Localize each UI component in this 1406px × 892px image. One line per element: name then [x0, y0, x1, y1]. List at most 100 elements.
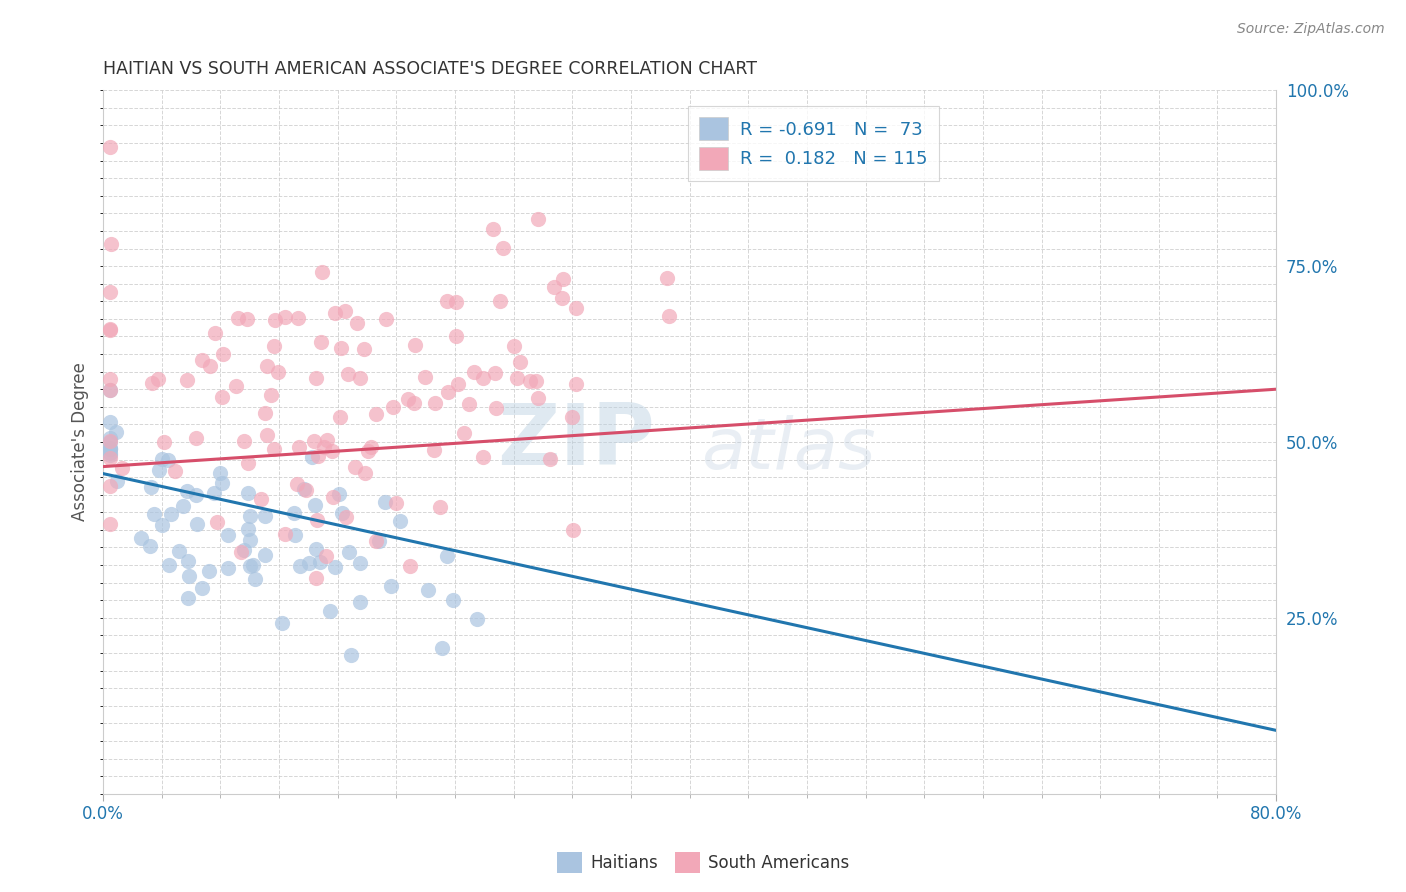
Point [360, 440, 382, 454]
Point [307, 449, 329, 463]
Point [160, 507, 183, 521]
Point [100, 434, 122, 448]
Point [437, 384, 460, 399]
Point [389, 514, 412, 528]
Point [288, 559, 311, 574]
Point [129, 531, 152, 545]
Point [658, 309, 681, 323]
Point [329, 341, 352, 355]
Point [292, 482, 315, 496]
Point [267, 366, 290, 380]
Point [335, 509, 357, 524]
Point [343, 460, 366, 475]
Point [232, 542, 254, 557]
Point [229, 545, 252, 559]
Point [226, 310, 249, 325]
Point [416, 582, 439, 597]
Point [444, 329, 467, 343]
Point [186, 516, 208, 531]
Point [264, 312, 287, 326]
Text: ZIP: ZIP [496, 401, 654, 483]
Point [104, 425, 127, 440]
Point [205, 515, 228, 529]
Point [100, 140, 122, 154]
Point [176, 483, 198, 498]
Point [375, 312, 398, 326]
Point [288, 440, 311, 454]
Point [311, 265, 333, 279]
Point [141, 376, 163, 390]
Point [396, 392, 419, 406]
Point [142, 507, 165, 521]
Point [337, 545, 360, 559]
Point [285, 476, 308, 491]
Point [340, 648, 363, 662]
Point [506, 371, 529, 385]
Point [283, 506, 305, 520]
Point [524, 375, 547, 389]
Point [526, 211, 548, 226]
Point [333, 303, 356, 318]
Point [551, 272, 574, 286]
Point [287, 311, 309, 326]
Point [239, 533, 262, 547]
Point [200, 359, 222, 373]
Point [364, 407, 387, 421]
Point [295, 483, 318, 497]
Point [538, 451, 561, 466]
Point [239, 558, 262, 573]
Point [256, 427, 278, 442]
Point [368, 534, 391, 549]
Point [204, 326, 226, 340]
Point [349, 595, 371, 609]
Point [235, 311, 257, 326]
Point [256, 359, 278, 373]
Point [217, 527, 239, 541]
Point [467, 612, 489, 626]
Point [441, 593, 464, 607]
Point [100, 479, 122, 493]
Point [304, 571, 326, 585]
Point [316, 433, 339, 447]
Point [184, 431, 207, 445]
Point [274, 310, 297, 324]
Point [233, 434, 256, 448]
Text: Source: ZipAtlas.com: Source: ZipAtlas.com [1237, 22, 1385, 37]
Point [217, 561, 239, 575]
Point [374, 494, 396, 508]
Point [309, 334, 332, 349]
Point [260, 388, 283, 402]
Point [312, 440, 335, 454]
Point [329, 410, 352, 425]
Point [100, 383, 122, 397]
Point [100, 236, 122, 251]
Point [655, 271, 678, 285]
Point [398, 559, 420, 574]
Point [100, 446, 122, 460]
Point [402, 395, 425, 409]
Point [156, 453, 179, 467]
Point [100, 371, 122, 385]
Point [100, 383, 122, 397]
Point [100, 435, 122, 450]
Point [564, 377, 586, 392]
Point [413, 370, 436, 384]
Point [225, 379, 247, 393]
Point [111, 461, 134, 475]
Point [305, 513, 328, 527]
Point [429, 500, 451, 515]
Point [321, 443, 343, 458]
Point [254, 406, 277, 420]
Point [263, 442, 285, 457]
Point [404, 337, 426, 351]
Point [100, 442, 122, 457]
Point [172, 499, 194, 513]
Point [211, 476, 233, 491]
Point [100, 323, 122, 337]
Point [354, 466, 377, 480]
Point [305, 370, 328, 384]
Point [349, 556, 371, 570]
Legend: Haitians, South Americans: Haitians, South Americans [550, 846, 856, 880]
Point [139, 480, 162, 494]
Point [100, 451, 122, 466]
